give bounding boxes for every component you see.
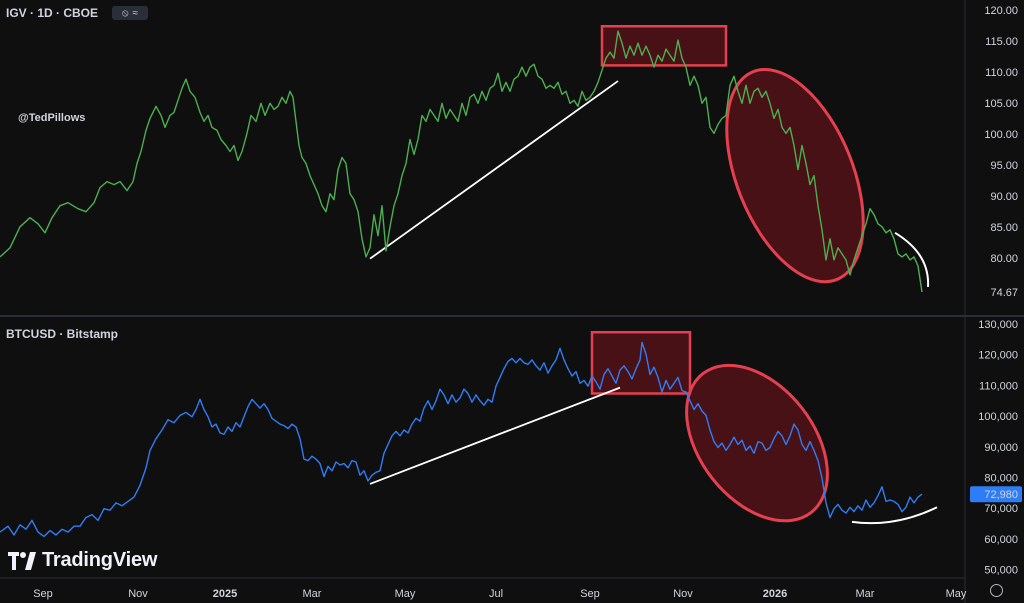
last-value-label: 72,980 — [984, 489, 1018, 501]
x-tick-label: Jul — [489, 588, 503, 600]
tradingview-mark-icon — [8, 551, 36, 570]
x-tick-label: Sep — [33, 588, 53, 600]
btc-pane: BTCUSD · Bitstamp 130,000 120,000 110,000 10… — [0, 319, 1022, 577]
trend-line — [369, 80, 619, 260]
y-tick-label: 110,000 — [979, 380, 1018, 392]
y-tick-label: 80.00 — [990, 253, 1018, 265]
y-tick-label: 115.00 — [985, 36, 1018, 48]
btc-title: BTCUSD · Bitstamp — [6, 327, 118, 341]
y-tick-label: 105.00 — [984, 98, 1018, 110]
last-value-badge — [969, 283, 1023, 301]
x-tick-label: Mar — [856, 588, 875, 600]
x-tick-label: Mar — [303, 588, 322, 600]
x-tick-label: 2026 — [763, 588, 787, 600]
curve-annotation — [851, 506, 938, 525]
x-tick-label: Sep — [580, 588, 600, 600]
x-tick-label: 2025 — [213, 588, 237, 600]
brand-text: TradingView — [42, 549, 158, 571]
last-value-label: 74.67 — [990, 287, 1018, 299]
trend-line — [369, 386, 621, 485]
tradingview-logo: TradingView — [8, 549, 157, 572]
y-tick-label: 100.00 — [984, 129, 1018, 141]
y-tick-label: 85.00 — [990, 222, 1018, 234]
x-tick-label: May — [946, 588, 967, 600]
highlight-box — [590, 330, 692, 395]
watermark-text: @TedPillows — [18, 112, 85, 124]
y-tick-label: 95.00 — [990, 160, 1018, 172]
y-tick-label: 50,000 — [984, 565, 1018, 577]
y-tick-label: 90.00 — [990, 191, 1018, 203]
last-value-badge — [970, 486, 1022, 503]
settings-gear-icon[interactable] — [990, 584, 1003, 597]
y-tick-label: 130,000 — [978, 319, 1018, 331]
y-tick-label: 90,000 — [984, 442, 1018, 454]
x-tick-label: May — [395, 588, 416, 600]
highlight-box — [600, 25, 728, 67]
curve-annotation — [894, 231, 930, 288]
y-tick-label: 120,000 — [978, 350, 1018, 362]
igv-pane: IGV · 1D · CBOE 120.00 115.00 110.00 105.00 1… — [0, 5, 1023, 301]
eye-off-icon: ⦸ — [121, 7, 129, 19]
x-tick-label: Nov — [128, 588, 148, 600]
igv-series-line — [0, 30, 923, 293]
y-tick-label: 70,000 — [984, 503, 1018, 515]
indicator-toggle[interactable]: ⦸ ≈ — [112, 6, 148, 20]
btc-series-line — [0, 341, 923, 538]
highlight-ellipse — [725, 67, 865, 284]
y-tick-label: 100,000 — [978, 411, 1018, 423]
wave-icon: ≈ — [132, 7, 139, 19]
x-tick-label: Nov — [673, 588, 693, 600]
igv-title: IGV · 1D · CBOE — [6, 6, 98, 20]
y-tick-label: 60,000 — [984, 534, 1018, 546]
y-tick-label: 120.00 — [984, 5, 1018, 17]
y-tick-label: 80,000 — [984, 473, 1018, 485]
y-tick-label: 110.00 — [985, 67, 1018, 79]
